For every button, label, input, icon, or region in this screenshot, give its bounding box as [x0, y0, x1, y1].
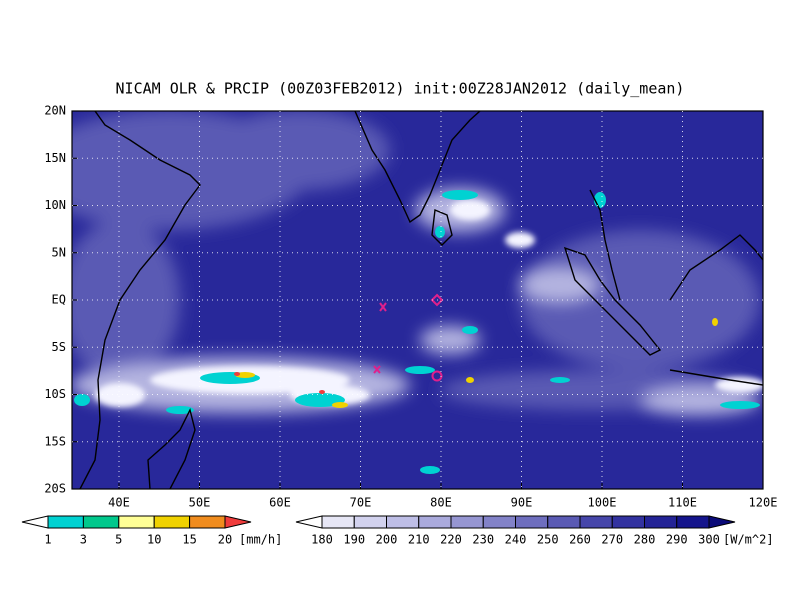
lon-label: 50E [189, 496, 211, 510]
map-title: NICAM OLR & PRCIP (00Z03FEB2012) init:00… [116, 80, 685, 98]
colorbar-arrow [295, 515, 323, 529]
colorbar-label: 300 [698, 533, 720, 547]
lat-label: 20N [44, 104, 66, 118]
colorbar-label: 15 [182, 533, 196, 547]
lat-label: 15N [44, 151, 66, 165]
colorbar-label: 180 [311, 533, 333, 547]
lat-label: EQ [52, 293, 66, 307]
colorbar-box [386, 515, 420, 529]
colorbar-box [118, 515, 155, 529]
lon-label: 40E [108, 496, 130, 510]
colorbar-arrow [708, 515, 736, 529]
colorbar-label: 5 [115, 533, 122, 547]
lon-label: 100E [588, 496, 617, 510]
colorbar-label: 290 [666, 533, 688, 547]
colorbar-unit: [W/m^2] [723, 533, 774, 547]
colorbar-box [418, 515, 452, 529]
lat-label: 10S [44, 387, 66, 401]
colorbar-label: 260 [569, 533, 591, 547]
lon-label: 90E [511, 496, 533, 510]
colorbar-label: 220 [440, 533, 462, 547]
colorbar-box [547, 515, 581, 529]
colorbar-box [515, 515, 549, 529]
lon-label: 70E [350, 496, 372, 510]
colorbar-label: 190 [343, 533, 365, 547]
colorbar-box [353, 515, 387, 529]
colorbar-box [611, 515, 645, 529]
lat-label: 5N [52, 245, 66, 259]
colorbar-label: 210 [408, 533, 430, 547]
colorbar-unit: [mm/h] [239, 533, 282, 547]
colorbar-box [189, 515, 226, 529]
lat-label: 20S [44, 482, 66, 496]
colorbar-label: 200 [376, 533, 398, 547]
colorbar-label: 10 [147, 533, 161, 547]
colorbar-box [676, 515, 710, 529]
colorbar-label: 20 [218, 533, 232, 547]
lon-label: 60E [269, 496, 291, 510]
colorbar-box [579, 515, 613, 529]
colorbar-label: 230 [472, 533, 494, 547]
colorbar-label: 3 [80, 533, 87, 547]
colorbar-arrow [21, 515, 49, 529]
colorbar-box [47, 515, 84, 529]
lon-label: 120E [749, 496, 778, 510]
lat-label: 10N [44, 198, 66, 212]
colorbar-label: 240 [505, 533, 527, 547]
colorbar-box [450, 515, 484, 529]
colorbar-box [153, 515, 191, 529]
colorbar-label: 250 [537, 533, 559, 547]
colorbar-box [644, 515, 678, 529]
colorbar-label: 280 [634, 533, 656, 547]
lon-label: 110E [668, 496, 697, 510]
lon-label: 80E [430, 496, 452, 510]
colorbar-label: 270 [601, 533, 623, 547]
colorbar-box [82, 515, 120, 529]
colorbar-box [482, 515, 516, 529]
colorbar-arrow [224, 515, 252, 529]
lat-label: 5S [52, 340, 66, 354]
lat-label: 15S [44, 434, 66, 448]
colorbar-label: 1 [44, 533, 51, 547]
colorbar-box [321, 515, 355, 529]
